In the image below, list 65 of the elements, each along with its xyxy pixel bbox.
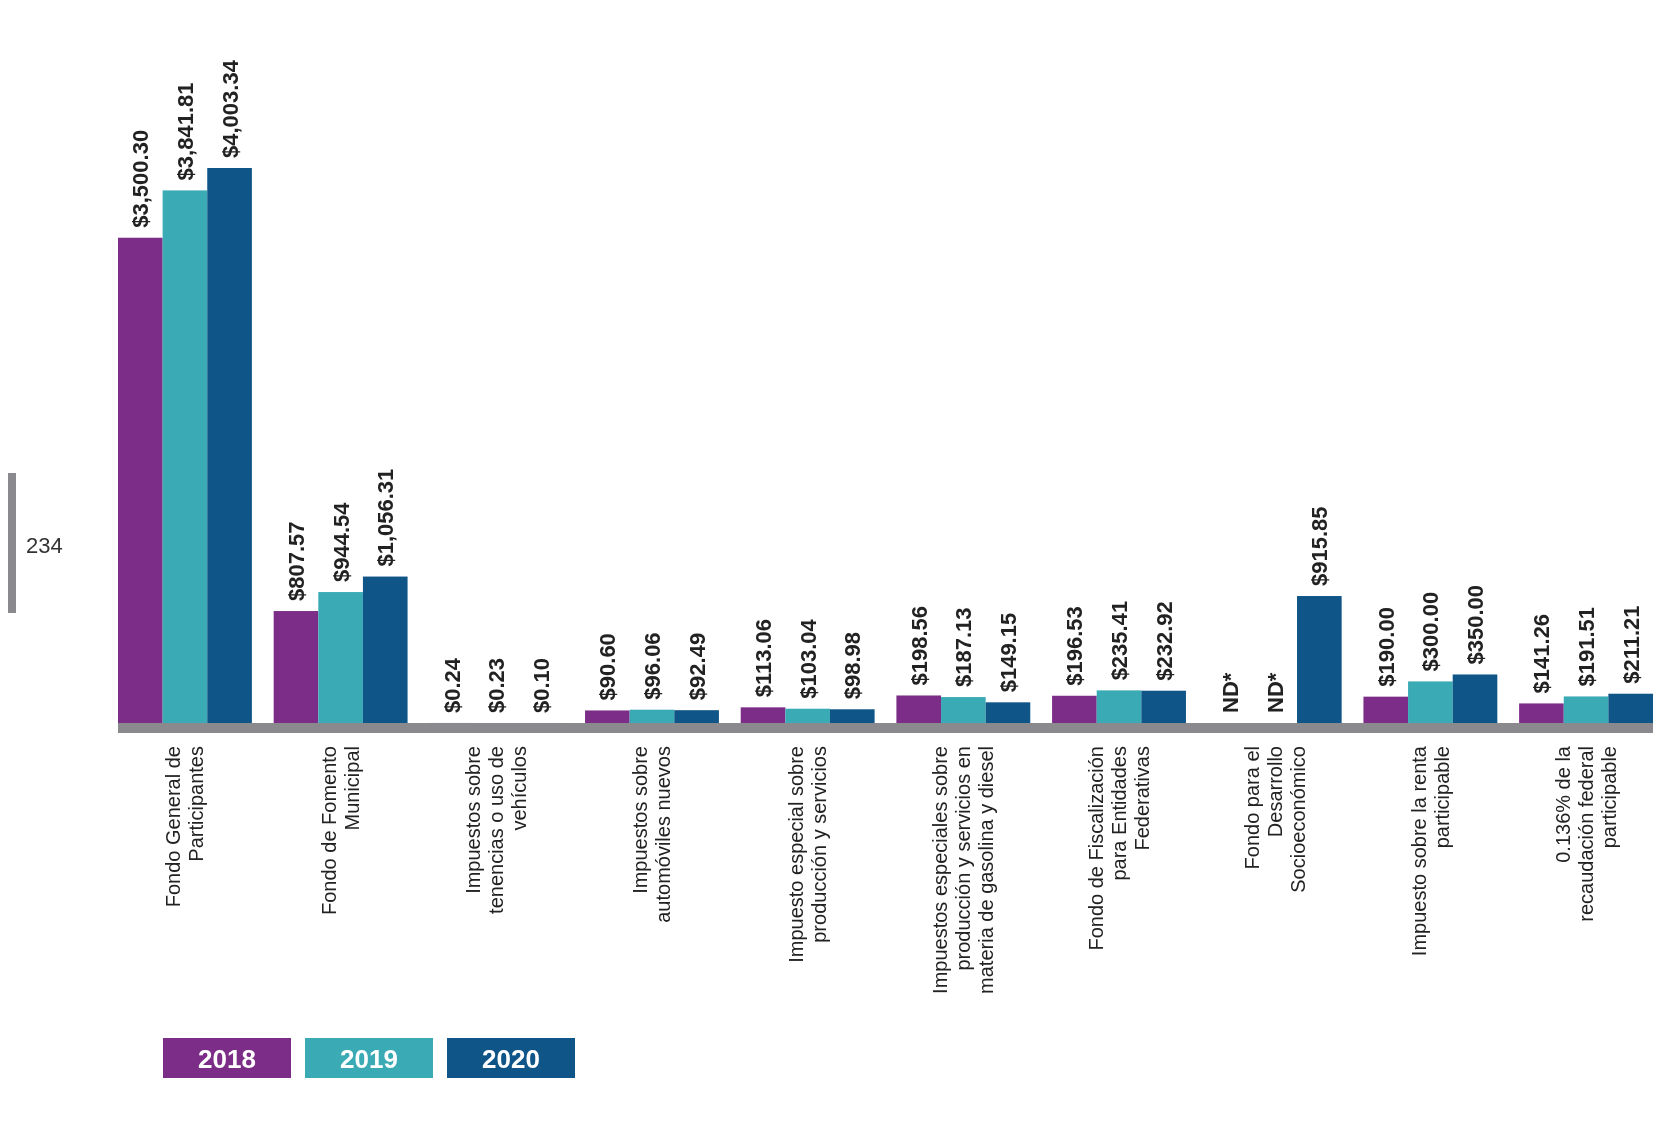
data-label: $350.00 (1463, 584, 1489, 665)
text: 234 (26, 533, 63, 558)
bar (629, 709, 675, 723)
data-label: $235.41 (1107, 600, 1133, 681)
text: 2019 (340, 1044, 398, 1074)
data-label: $3,500.30 (128, 129, 154, 228)
bar (1297, 596, 1342, 723)
data-label: $0.24 (439, 657, 465, 713)
bar (207, 168, 252, 723)
data-label: $944.54 (328, 501, 354, 583)
data-label: $3,841.81 (172, 82, 198, 181)
x-tick-label: Impuesto sobre la renta participable (1407, 745, 1453, 957)
x-tick-label: 0.136% de la recaudación federal participable (1552, 745, 1621, 922)
bar (585, 710, 630, 723)
bar (674, 710, 719, 723)
bar (985, 702, 1031, 723)
bar (785, 708, 830, 723)
bar (1563, 696, 1609, 723)
data-label: $232.92 (1151, 601, 1177, 681)
data-label: $196.53 (1062, 606, 1088, 686)
bar (1608, 693, 1653, 723)
data-label: $0.10 (528, 657, 554, 713)
bar (362, 576, 408, 723)
text: 2020 (482, 1044, 540, 1074)
bar (1363, 696, 1409, 723)
bar (1452, 674, 1498, 723)
data-label: $187.13 (951, 607, 977, 688)
data-label: $191.51 (1574, 606, 1600, 687)
bar (1519, 703, 1564, 723)
bar (162, 190, 208, 723)
data-label: $96.06 (639, 632, 665, 700)
data-label: $141.26 (1529, 613, 1555, 694)
data-label: $149.15 (995, 612, 1021, 693)
data-label: $807.57 (283, 521, 309, 602)
text: 2018 (198, 1044, 256, 1074)
data-label: $4,003.34 (217, 59, 243, 158)
bar (1141, 690, 1186, 723)
data-label: $211.21 (1618, 605, 1644, 684)
bar (1096, 690, 1142, 723)
data-label: $190.00 (1373, 607, 1399, 687)
bar (118, 237, 163, 723)
bar (829, 709, 875, 723)
x-tick-label: Fondo de Fiscalización para Entidades Federativas (1085, 746, 1154, 951)
bar (896, 695, 942, 723)
data-label: $98.98 (840, 631, 866, 700)
data-label: $113.06 (751, 619, 777, 698)
data-label: $0.23 (484, 657, 510, 713)
data-label: $300.00 (1418, 591, 1444, 672)
text: ND* (1262, 672, 1288, 713)
data-label: $103.04 (795, 618, 821, 699)
data-label: $1,056.31 (373, 468, 399, 567)
bar (1408, 681, 1453, 723)
data-label: $198.56 (906, 605, 932, 686)
x-tick-label: Fondo de Fomento Municipal (318, 746, 364, 915)
data-label: $92.49 (684, 632, 710, 701)
bar (1052, 695, 1097, 723)
text: ND* (1218, 672, 1244, 713)
data-label: $90.60 (595, 633, 621, 701)
data-label: $915.85 (1307, 506, 1333, 587)
bar (941, 697, 986, 723)
bar (318, 592, 363, 723)
bar (273, 611, 319, 723)
x-tick-label: Fondo General de Participantes (162, 746, 208, 908)
bar (740, 707, 786, 723)
x-tick-label: Impuestos sobre tenencias o uso de vehículos (462, 746, 531, 914)
